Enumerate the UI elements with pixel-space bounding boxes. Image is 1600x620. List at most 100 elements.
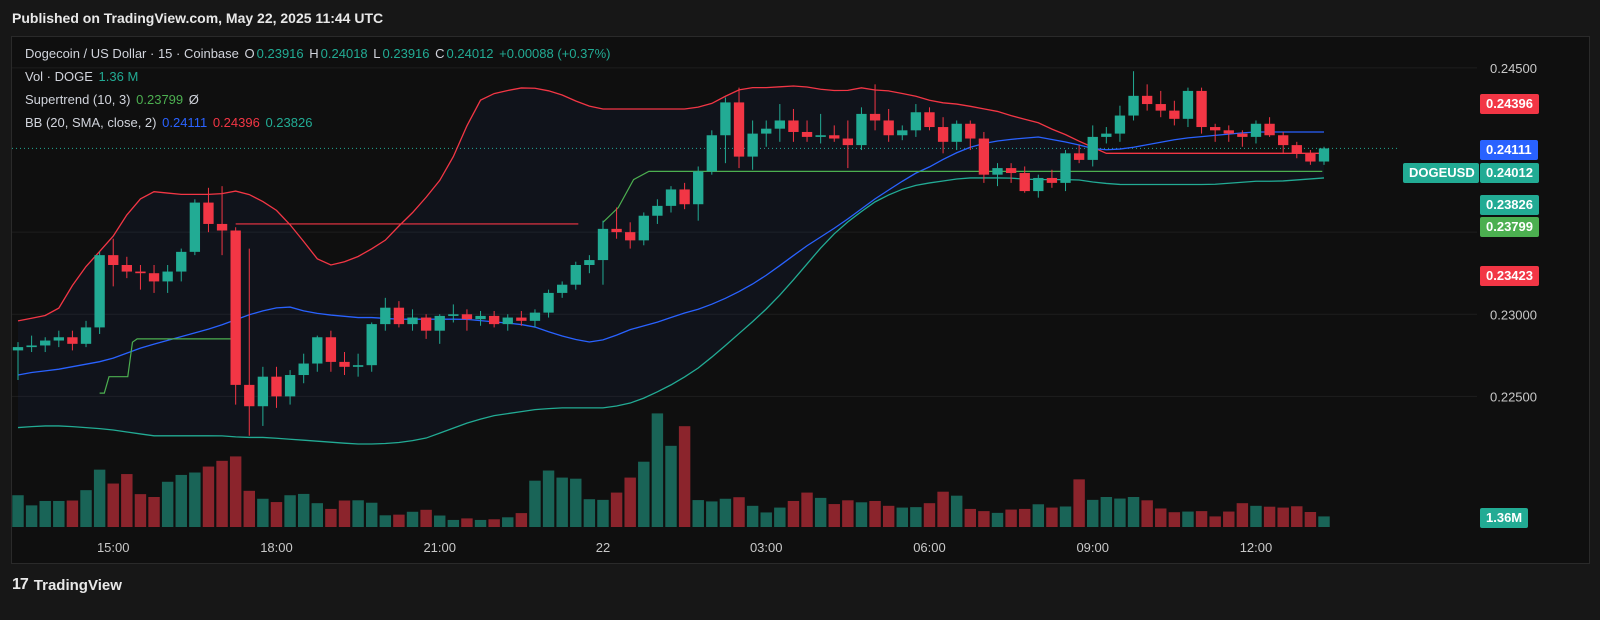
volume-bar (1100, 497, 1113, 527)
volume-bar (202, 466, 215, 527)
volume-bar (610, 492, 623, 527)
candle-body (121, 264, 133, 272)
candle-body (325, 337, 337, 362)
volume-bar (978, 511, 990, 527)
candle-body (1114, 115, 1126, 134)
volume-bar (828, 504, 840, 527)
volume-bar (474, 519, 487, 527)
y-tick-label: 0.23000 (1490, 307, 1537, 322)
supertrend-line (602, 170, 1323, 223)
candle-body (638, 215, 649, 241)
volume-bar (93, 469, 106, 527)
volume-bar (39, 500, 51, 527)
candle-body (801, 131, 813, 137)
volume-bar (910, 507, 922, 527)
volume-bar (964, 508, 977, 527)
volume-bar (529, 480, 541, 527)
bb-fill (18, 85, 1324, 445)
candle-body (937, 127, 949, 142)
volume-bar (461, 518, 473, 527)
volume-bar (80, 490, 92, 527)
candle-body (1237, 133, 1248, 137)
legend-bb-basis: 0.24111 (162, 115, 208, 130)
candle-body (774, 120, 786, 129)
legend-bb-row[interactable]: BB (20, SMA, close, 2) 0.24111 0.24396 0… (25, 115, 314, 130)
volume-bar (284, 495, 296, 527)
volume-bar (25, 505, 38, 527)
volume-bar (66, 500, 79, 527)
candle-body (1291, 145, 1302, 154)
volume-bar (869, 500, 881, 527)
candle-body (108, 255, 119, 265)
footer-brand[interactable]: 17 TradingView (12, 576, 122, 594)
candle-body (284, 375, 296, 397)
candle-body (257, 376, 269, 407)
candle-body (1087, 136, 1098, 160)
candle-body (733, 102, 745, 157)
volume-bar (488, 519, 500, 527)
candle-body (910, 112, 922, 131)
volume-bar (733, 497, 745, 527)
volume-bar (1141, 500, 1153, 527)
candle-body (40, 340, 51, 346)
volume-bar (393, 514, 405, 527)
bb-upper-badge: 0.24396 (1480, 94, 1539, 114)
volume-bar (719, 498, 732, 527)
candle-body (352, 365, 364, 367)
volume-badge: 1.36M (1480, 508, 1529, 528)
volume-bar (801, 492, 813, 527)
volume-bar (161, 481, 174, 527)
candle-body (1278, 135, 1289, 146)
volume-bar (175, 474, 187, 527)
volume-bar (121, 474, 133, 527)
last-price-badge: 0.24012 (1480, 163, 1539, 183)
candle-body (570, 264, 581, 285)
volume-bar (12, 495, 24, 527)
volume-bar (678, 426, 691, 527)
candle-body (1209, 127, 1221, 131)
candle-body (434, 315, 445, 331)
legend-volume-row[interactable]: Vol · DOGE 1.36 M (25, 69, 140, 84)
legend-vol-value: 1.36 M (98, 69, 139, 84)
candle-body (1101, 133, 1112, 137)
candle-body (12, 347, 24, 351)
bb-basis-badge: 0.24111 (1480, 140, 1538, 160)
volume-bar (570, 478, 582, 527)
candle-body (176, 251, 187, 272)
volume-bar (950, 495, 963, 527)
candle-body (1019, 173, 1030, 192)
volume-bar (297, 493, 310, 527)
volume-bar (1005, 509, 1017, 527)
volume-bar (1195, 511, 1208, 527)
candle-body (815, 135, 826, 137)
volume-bar (365, 502, 378, 527)
legend-supertrend-row[interactable]: Supertrend (10, 3) 0.23799 Ø (25, 92, 201, 107)
legend-l-label: L (373, 46, 381, 61)
candle-body (869, 113, 881, 121)
candle-body (420, 317, 432, 331)
legend-bb-lower: 0.23826 (265, 115, 313, 130)
volume-bar (991, 512, 1004, 527)
x-tick-label: 06:00 (913, 540, 946, 555)
candle-body (26, 345, 37, 348)
volume-bar (338, 500, 351, 527)
chart-frame[interactable] (11, 36, 1590, 564)
candle-body (720, 102, 731, 136)
candle-body (216, 223, 228, 231)
candle-body (1305, 153, 1316, 162)
candle-body (366, 324, 377, 366)
volume-bar (583, 499, 596, 527)
legend-symbol[interactable]: Dogecoin / US Dollar · 15 · Coinbase (25, 46, 239, 61)
candle-body (203, 202, 214, 224)
candle-body (1046, 177, 1058, 183)
volume-bar (665, 445, 677, 527)
candle-body (1169, 110, 1180, 119)
volume-bar (1155, 508, 1167, 527)
candle-body (1155, 104, 1166, 111)
candle-body (761, 128, 772, 134)
candle-body (842, 138, 854, 146)
x-tick-label: 09:00 (1076, 540, 1109, 555)
volume-bar (379, 515, 392, 527)
candle-body (53, 337, 64, 341)
